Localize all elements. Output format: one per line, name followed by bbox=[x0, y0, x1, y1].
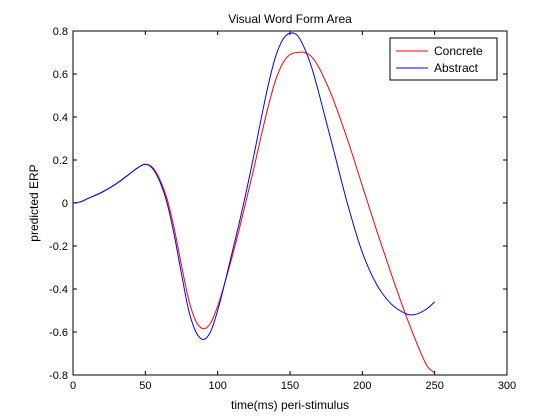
chart-title: Visual Word Form Area bbox=[228, 12, 352, 26]
y-axis-label: predicted ERP bbox=[27, 164, 41, 241]
legend-label: Concrete bbox=[434, 44, 483, 58]
legend-label: Abstract bbox=[434, 61, 479, 75]
y-tick-label: 0.8 bbox=[53, 26, 68, 38]
y-tick-label: 0.2 bbox=[53, 155, 68, 167]
x-tick-label: 300 bbox=[498, 380, 516, 392]
axes-box bbox=[72, 30, 508, 376]
y-tick-label: 0.6 bbox=[53, 69, 68, 81]
y-tick-label: -0.6 bbox=[49, 327, 68, 339]
series-line-abstract bbox=[72, 32, 436, 341]
y-tick-label: -0.2 bbox=[49, 241, 68, 253]
x-tick-label: 50 bbox=[139, 380, 151, 392]
x-tick-label: 200 bbox=[353, 380, 371, 392]
y-tick-label: 0 bbox=[62, 198, 68, 210]
y-tick-label: -0.4 bbox=[49, 284, 68, 296]
x-tick-label: 100 bbox=[208, 380, 226, 392]
y-tick-label: 0.4 bbox=[53, 112, 68, 124]
x-tick-label: 0 bbox=[70, 380, 76, 392]
series-lines bbox=[72, 32, 436, 374]
x-axis-label: time(ms) peri-stimulus bbox=[231, 398, 349, 412]
x-tick-label: 250 bbox=[425, 380, 443, 392]
legend: Concrete Abstract bbox=[389, 37, 498, 81]
y-tick-label: -0.8 bbox=[49, 370, 68, 382]
y-axis: -0.8 -0.6 -0.4 -0.2 0 0.2 0.4 0.6 0.8 bbox=[49, 26, 507, 382]
x-tick-label: 150 bbox=[281, 380, 299, 392]
plot-area: 0 50 100 150 200 250 300 -0.8-0.6-0.4-0.200.20… bbox=[49, 26, 516, 392]
x-axis: 0 50 100 150 200 250 300 bbox=[70, 31, 516, 392]
legend-box bbox=[389, 37, 498, 81]
